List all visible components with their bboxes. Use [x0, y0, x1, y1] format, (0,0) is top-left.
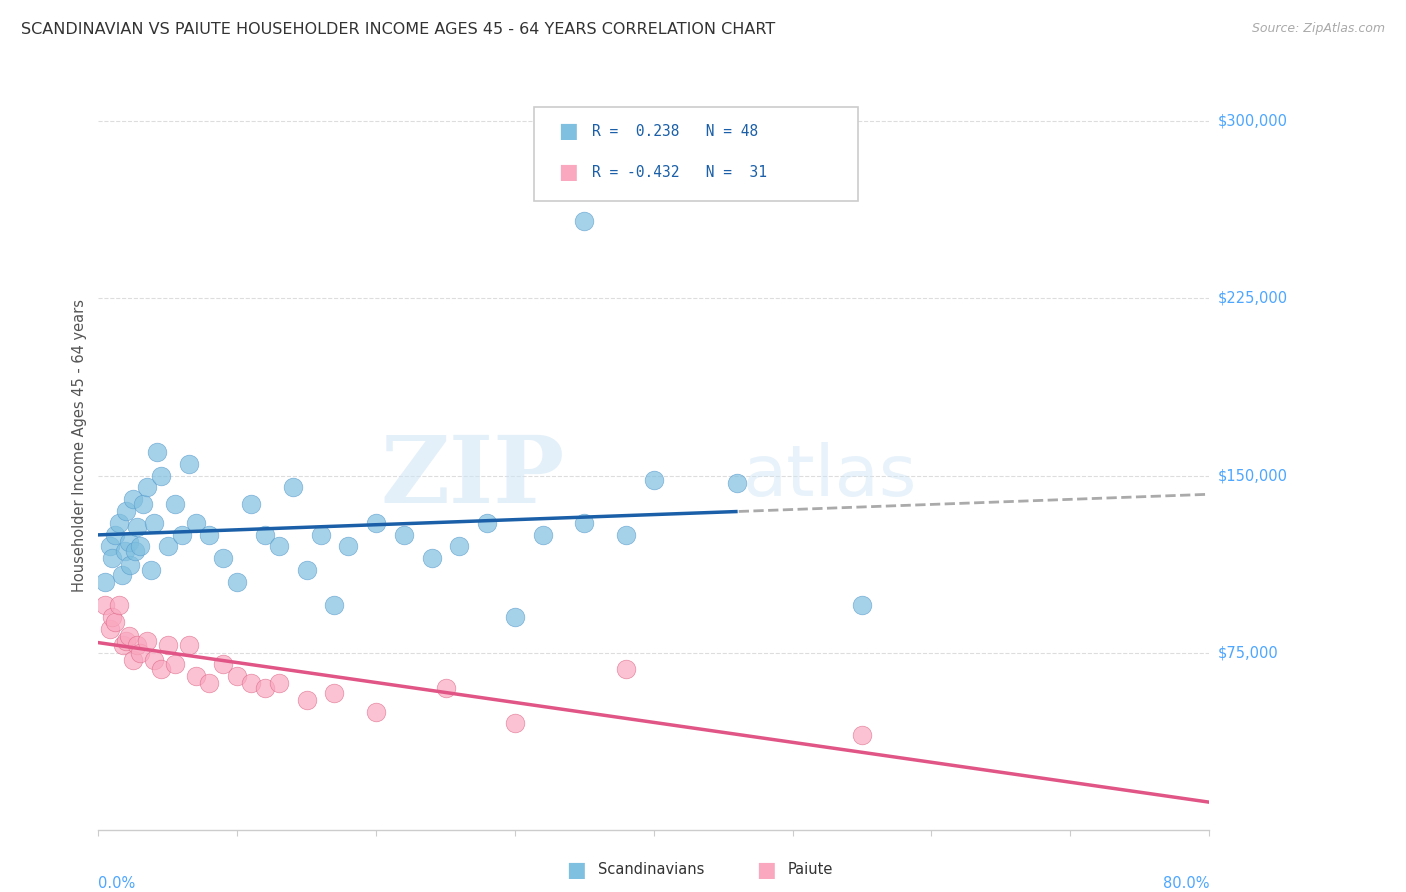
Point [366, 705, 388, 719]
Point [143, 516, 166, 530]
Point [531, 527, 554, 541]
Point [212, 657, 235, 672]
Point [226, 669, 249, 683]
Point [98, 539, 121, 553]
Point [127, 639, 149, 653]
Text: R = -0.432   N =  31: R = -0.432 N = 31 [592, 165, 766, 179]
Text: 80.0%: 80.0% [1163, 876, 1209, 890]
Point [267, 676, 290, 690]
Point [108, 599, 131, 613]
Point [503, 610, 526, 624]
Point [111, 567, 134, 582]
Point [118, 629, 141, 643]
Point [614, 527, 637, 541]
Point [323, 686, 346, 700]
Point [101, 551, 124, 566]
Text: Paiute: Paiute [787, 863, 832, 877]
Point [141, 563, 163, 577]
Point [420, 551, 443, 566]
Point [156, 539, 179, 553]
Point [127, 520, 149, 534]
Point [643, 473, 665, 487]
Point [434, 681, 457, 695]
Text: atlas: atlas [742, 442, 917, 511]
Point [254, 681, 277, 695]
Text: ■: ■ [558, 162, 578, 182]
Point [503, 716, 526, 731]
Text: ZIP: ZIP [381, 432, 565, 522]
Point [198, 527, 221, 541]
Point [177, 457, 200, 471]
Point [122, 652, 145, 666]
Point [254, 527, 277, 541]
Text: $150,000: $150,000 [1218, 468, 1288, 483]
Text: $300,000: $300,000 [1218, 114, 1288, 129]
Text: ■: ■ [558, 121, 578, 141]
Text: SCANDINAVIAN VS PAIUTE HOUSEHOLDER INCOME AGES 45 - 64 YEARS CORRELATION CHART: SCANDINAVIAN VS PAIUTE HOUSEHOLDER INCOM… [21, 22, 775, 37]
Point [163, 657, 186, 672]
Point [851, 599, 873, 613]
Point [337, 539, 360, 553]
Y-axis label: Householder Income Ages 45 - 64 years: Householder Income Ages 45 - 64 years [72, 300, 87, 592]
Point [163, 497, 186, 511]
Point [129, 646, 152, 660]
Point [136, 633, 159, 648]
Text: Source: ZipAtlas.com: Source: ZipAtlas.com [1251, 22, 1385, 36]
Text: 0.0%: 0.0% [98, 876, 135, 890]
Point [574, 213, 596, 227]
Point [295, 692, 318, 706]
Point [574, 516, 596, 530]
Point [725, 475, 748, 490]
Point [132, 497, 155, 511]
Point [115, 504, 138, 518]
Point [122, 492, 145, 507]
Point [267, 539, 290, 553]
Point [145, 445, 167, 459]
Point [184, 669, 207, 683]
Point [104, 527, 127, 541]
Point [851, 728, 873, 742]
Point [124, 544, 146, 558]
Point [184, 516, 207, 530]
Point [98, 622, 121, 636]
Point [449, 539, 471, 553]
Point [136, 480, 159, 494]
Text: ■: ■ [756, 860, 776, 880]
Point [149, 662, 172, 676]
Point [226, 574, 249, 589]
Text: ■: ■ [567, 860, 586, 880]
Point [108, 516, 131, 530]
Point [114, 544, 136, 558]
Point [281, 480, 304, 494]
Point [366, 516, 388, 530]
Point [120, 558, 142, 573]
Point [309, 527, 332, 541]
Point [323, 599, 346, 613]
Point [212, 551, 235, 566]
Point [156, 639, 179, 653]
Point [118, 534, 141, 549]
Point [94, 574, 117, 589]
Point [295, 563, 318, 577]
Point [129, 539, 152, 553]
Point [614, 662, 637, 676]
Point [240, 676, 263, 690]
Point [143, 652, 166, 666]
Point [475, 516, 499, 530]
Point [115, 633, 138, 648]
Point [240, 497, 263, 511]
Point [101, 610, 124, 624]
Point [112, 639, 135, 653]
Point [177, 639, 200, 653]
Point [104, 615, 127, 629]
Text: R =  0.238   N = 48: R = 0.238 N = 48 [592, 124, 758, 138]
Point [94, 599, 117, 613]
Text: $75,000: $75,000 [1218, 645, 1278, 660]
Point [170, 527, 193, 541]
Point [149, 468, 172, 483]
Point [198, 676, 221, 690]
Text: Scandinavians: Scandinavians [598, 863, 704, 877]
Text: $225,000: $225,000 [1218, 291, 1288, 306]
Point [392, 527, 415, 541]
